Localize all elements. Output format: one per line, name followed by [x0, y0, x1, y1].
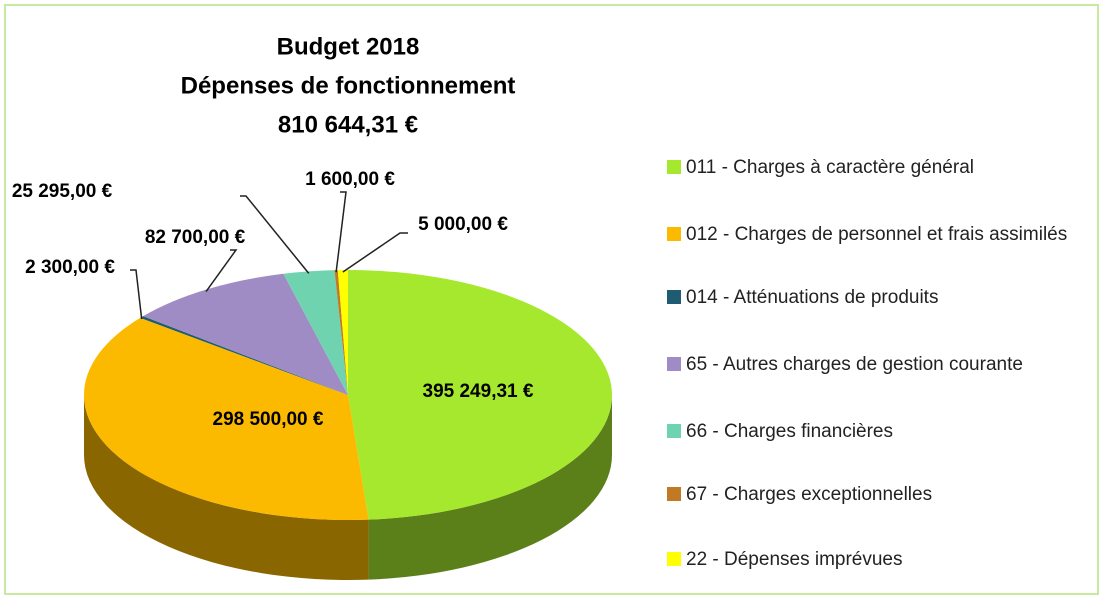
legend-swatch: [667, 487, 681, 501]
legend-swatch: [667, 424, 681, 438]
legend-swatch: [667, 357, 681, 371]
slice: [334, 270, 348, 395]
slice-side: [368, 395, 612, 580]
legend-swatch: [667, 160, 681, 174]
data-label: 395 249,31 €: [423, 381, 534, 402]
chart-title: Dépenses de fonctionnement: [181, 72, 516, 99]
legend-item: 65 - Autres charges de gestion courante: [667, 352, 1072, 378]
chart-title: Budget 2018: [277, 33, 420, 60]
legend-label: 66 - Charges financières: [686, 421, 893, 442]
slice: [337, 270, 348, 395]
slice: [283, 270, 348, 395]
data-label: 2 300,00 €: [25, 257, 115, 278]
leader-line: [205, 249, 238, 293]
legend-swatch: [667, 290, 681, 304]
legend-item: 012 - Charges de personnel et frais assi…: [667, 222, 1072, 248]
legend-label: 014 - Atténuations de produits: [686, 287, 939, 308]
legend-item: 22 - Dépenses imprévues: [667, 547, 1072, 573]
legend-label: 67 - Charges exceptionnelles: [686, 484, 933, 505]
legend-swatch: [667, 227, 681, 241]
legend-label: 012 - Charges de personnel et frais assi…: [686, 224, 1068, 245]
leader-line: [130, 269, 143, 320]
legend-item: 011 - Charges à caractère général: [667, 155, 1072, 181]
legend-swatch: [667, 552, 681, 566]
legend-label: 65 - Autres charges de gestion courante: [686, 354, 1023, 375]
slice: [143, 273, 348, 395]
data-label: 82 700,00 €: [145, 227, 246, 248]
leader-line: [240, 195, 310, 274]
legend-item: 67 - Charges exceptionnelles: [667, 482, 1072, 508]
data-label: 5 000,00 €: [418, 214, 508, 235]
slice: [83, 317, 369, 520]
legend-item: 66 - Charges financières: [667, 419, 1072, 445]
data-label: 1 600,00 €: [305, 169, 395, 190]
legend-item: 014 - Atténuations de produits: [667, 285, 1072, 311]
chart-border: [4, 4, 1099, 595]
chart-title: 810 644,31 €: [278, 111, 418, 138]
legend-label: 22 - Dépenses imprévues: [686, 549, 903, 570]
slice: [140, 316, 348, 395]
leader-line: [342, 232, 408, 273]
slice: [348, 270, 612, 520]
data-label: 25 295,00 €: [12, 181, 113, 202]
data-label: 298 500,00 €: [213, 409, 324, 430]
slice-side: [84, 395, 369, 580]
leader-line: [335, 191, 347, 273]
legend-label: 011 - Charges à caractère général: [686, 157, 974, 178]
